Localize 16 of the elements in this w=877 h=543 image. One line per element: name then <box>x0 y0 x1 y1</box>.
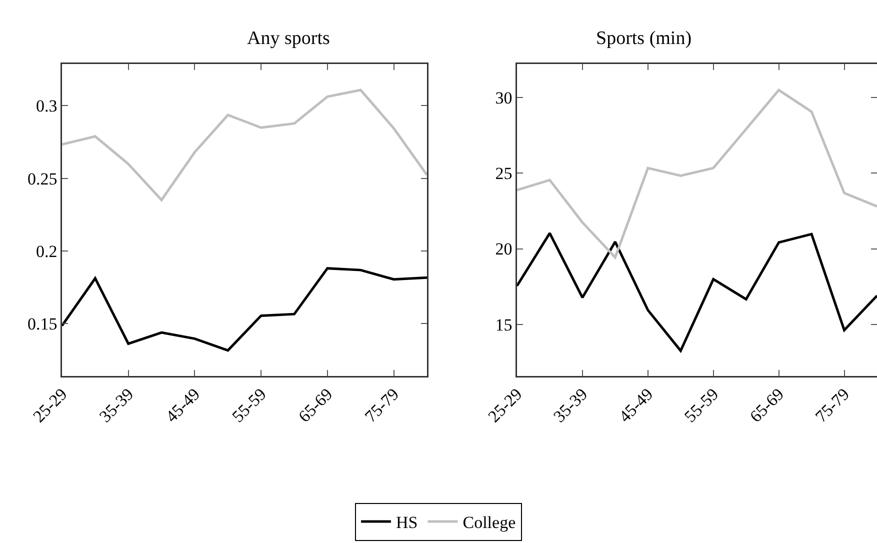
line-series <box>62 88 427 202</box>
line-series <box>517 232 877 352</box>
line-series <box>517 88 877 259</box>
y-tick-label: 25 <box>495 164 512 183</box>
y-tick-label: 30 <box>495 88 512 108</box>
y-tick-label: 20 <box>495 240 512 259</box>
y-tick-label: 0.15 <box>28 314 58 334</box>
legend-label: College <box>462 513 516 532</box>
chart-title: Sports (min) <box>596 28 692 49</box>
line-series <box>62 267 427 352</box>
chart-title: Any sports <box>247 28 330 49</box>
y-tick-label: 0.3 <box>36 96 58 116</box>
legend-label: HS <box>396 513 418 532</box>
y-tick-label: 0.25 <box>28 169 58 188</box>
y-tick-label: 0.2 <box>36 242 58 261</box>
y-tick-label: 15 <box>495 315 512 334</box>
